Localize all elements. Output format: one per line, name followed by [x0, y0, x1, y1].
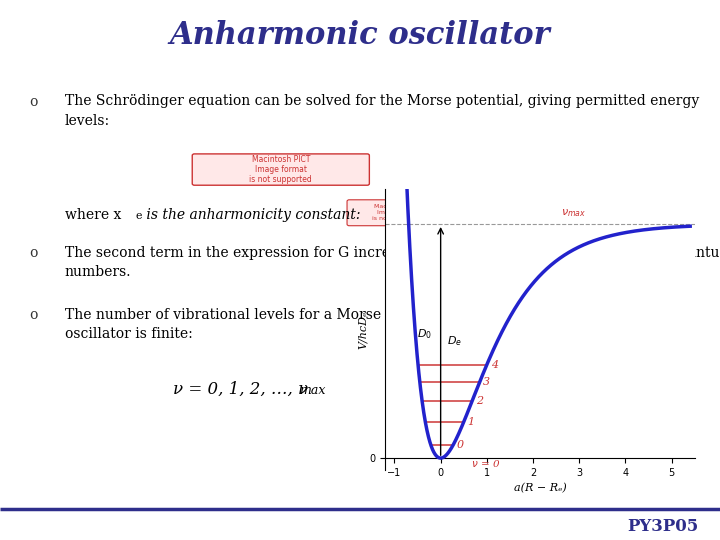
Text: o: o	[29, 246, 37, 260]
Text: PY3P05: PY3P05	[627, 518, 698, 535]
Text: $\nu_{max}$: $\nu_{max}$	[561, 207, 586, 219]
FancyBboxPatch shape	[347, 200, 449, 226]
Text: o: o	[29, 94, 37, 109]
Text: ν = 0, 1, 2, …, ν: ν = 0, 1, 2, …, ν	[173, 381, 308, 397]
Y-axis label: V/hcDₑ: V/hcDₑ	[358, 310, 368, 348]
Text: $D_e$: $D_e$	[446, 334, 462, 348]
Text: is the anharmonicity constant:: is the anharmonicity constant:	[142, 208, 360, 222]
Text: 3: 3	[483, 377, 490, 387]
Text: Macintosh PICT
Image format
is not supported: Macintosh PICT Image format is not suppo…	[249, 154, 312, 185]
Text: $D_0$: $D_0$	[418, 328, 432, 341]
Text: max: max	[299, 384, 325, 397]
X-axis label: a(R − Rₑ): a(R − Rₑ)	[513, 483, 567, 494]
Text: Macintosh PICT
Image format
is not supported: Macintosh PICT Image format is not suppo…	[372, 205, 424, 221]
Text: 4: 4	[490, 360, 498, 369]
Text: The second term in the expression for G increases with ν => levels converge at h: The second term in the expression for G …	[65, 246, 720, 279]
Text: Anharmonic oscillator: Anharmonic oscillator	[170, 19, 550, 51]
Text: The Schrödinger equation can be solved for the Morse potential, giving permitted: The Schrödinger equation can be solved f…	[65, 94, 699, 128]
Text: e: e	[135, 211, 142, 221]
Text: 0: 0	[456, 440, 464, 450]
Text: 1: 1	[467, 417, 474, 427]
Text: $\nu$ = 0: $\nu$ = 0	[471, 458, 500, 469]
Text: o: o	[29, 308, 37, 322]
Text: 2: 2	[476, 396, 483, 406]
Text: where x: where x	[65, 208, 121, 222]
FancyBboxPatch shape	[192, 154, 369, 185]
Text: The number of vibrational levels for a Morse
oscillator is finite:: The number of vibrational levels for a M…	[65, 308, 381, 341]
